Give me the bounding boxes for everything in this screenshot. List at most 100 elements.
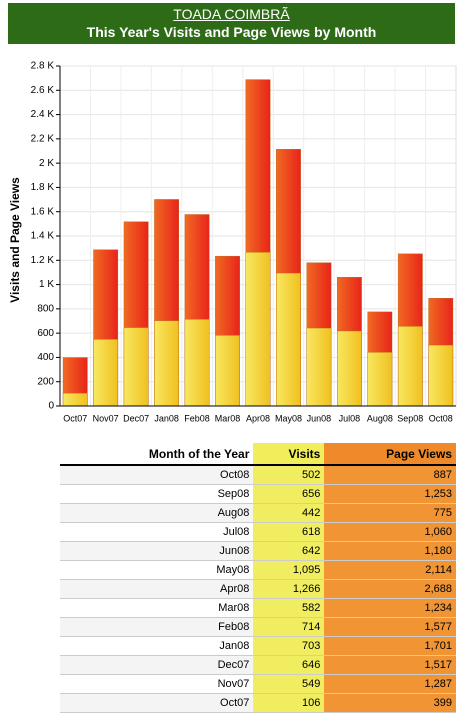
y-tick-label: 1.8 K [31, 182, 55, 193]
table-cell: 618 [253, 522, 325, 542]
x-tick-label: Dec07 [123, 413, 149, 423]
table-cell: 775 [324, 503, 456, 523]
table-cell: Dec07 [60, 655, 254, 675]
table-row: Oct07 106 399 [60, 693, 456, 713]
table-row: Jan08 703 1,701 [60, 636, 456, 656]
x-tick-label: Apr08 [246, 413, 270, 423]
table-cell: Aug08 [60, 503, 254, 523]
x-tick-label: Mar08 [215, 413, 241, 423]
x-tick-label: Feb08 [184, 413, 210, 423]
data-table: Month of the Year Visits Page Views Oct08 50… [60, 443, 456, 713]
y-tick-label: 1.6 K [31, 206, 55, 217]
x-tick-label: Sep08 [397, 413, 423, 423]
table-cell: Mar08 [60, 598, 254, 618]
table-cell: 2,114 [324, 560, 456, 580]
table-cell: 642 [253, 541, 325, 561]
table-cell: 106 [253, 693, 325, 713]
column-header: Visits [253, 443, 325, 466]
y-tick-label: 1.2 K [31, 255, 55, 266]
bar [276, 272, 301, 407]
table-cell: Jun08 [60, 541, 254, 561]
table-cell: 549 [253, 674, 325, 694]
table-cell: Nov07 [60, 674, 254, 694]
bar [245, 252, 271, 407]
table-cell: 1,287 [324, 674, 456, 694]
bar [306, 327, 332, 407]
table-cell: 1,577 [324, 617, 456, 637]
y-tick-label: 2 K [39, 158, 54, 169]
table-cell: 442 [253, 503, 325, 523]
y-tick-label: 2.6 K [31, 85, 55, 96]
table-row: Jul08 618 1,060 [60, 522, 456, 542]
table-cell: 2,688 [324, 579, 456, 599]
y-tick-label: 1.4 K [31, 231, 55, 242]
table-cell: 703 [253, 636, 325, 656]
bar [428, 344, 454, 407]
table-cell: 887 [324, 465, 456, 485]
table-cell: 1,266 [253, 579, 325, 599]
table-row: Oct08 502 887 [60, 465, 456, 485]
table-cell: 1,253 [324, 484, 456, 504]
table-cell: 502 [253, 465, 325, 485]
bar [215, 335, 240, 407]
table-cell: Sep08 [60, 484, 254, 504]
site-link[interactable]: TOADA COIMBRÃ [173, 6, 290, 22]
bar [154, 320, 180, 407]
y-tick-label: 2.4 K [31, 109, 55, 120]
table-cell: Jul08 [60, 522, 254, 542]
table-row: May08 1,095 2,114 [60, 560, 456, 580]
table-cell: Apr08 [60, 579, 254, 599]
table-cell: 714 [253, 617, 325, 637]
x-tick-label: Oct07 [63, 413, 87, 423]
table-cell: 1,234 [324, 598, 456, 618]
bar [62, 392, 88, 407]
table-cell: Oct07 [60, 693, 254, 713]
y-tick-label: 2.8 K [31, 61, 55, 72]
x-tick-label: Jun08 [307, 413, 332, 423]
table-cell: 1,095 [253, 560, 325, 580]
bar [337, 330, 362, 407]
column-header: Page Views [324, 443, 456, 466]
table-row: Apr08 1,266 2,688 [60, 579, 456, 599]
x-tick-label: Aug08 [367, 413, 393, 423]
x-tick-label: May08 [275, 413, 302, 423]
table-row: Dec07 646 1,517 [60, 655, 456, 675]
column-header: Month of the Year [60, 443, 254, 466]
table-row: Jun08 642 1,180 [60, 541, 456, 561]
table-cell: 1,060 [324, 522, 456, 542]
bar [93, 339, 119, 407]
y-tick-label: 200 [37, 376, 54, 387]
table-cell: Feb08 [60, 617, 254, 637]
table-cell: Oct08 [60, 465, 254, 485]
header: TOADA COIMBRÃ This Year's Visits and Pag… [8, 3, 455, 44]
table-cell: 1,180 [324, 541, 456, 561]
table-cell: May08 [60, 560, 254, 580]
table-row: Aug08 442 775 [60, 503, 456, 523]
x-tick-label: Jul08 [339, 413, 361, 423]
table-cell: Jan08 [60, 636, 254, 656]
y-tick-label: 0 [48, 401, 54, 412]
table-cell: 582 [253, 598, 325, 618]
x-tick-label: Oct08 [429, 413, 453, 423]
y-axis-label: Visits and Page Views [8, 177, 22, 303]
chart: Visits and Page Views 0 200 400 600 800 1 K 1.… [8, 61, 457, 423]
y-tick-label: 2.2 K [31, 133, 55, 144]
bar [123, 327, 149, 407]
bar [397, 326, 423, 407]
table-row: Nov07 549 1,287 [60, 674, 456, 694]
table-cell: 1,701 [324, 636, 456, 656]
bar [184, 319, 210, 407]
table-row: Mar08 582 1,234 [60, 598, 456, 618]
y-tick-label: 1 K [39, 279, 54, 290]
x-tick-label: Nov07 [93, 413, 119, 423]
y-tick-label: 800 [37, 303, 54, 314]
table-row: Sep08 656 1,253 [60, 484, 456, 504]
table-cell: 1,517 [324, 655, 456, 675]
table-row: Feb08 714 1,577 [60, 617, 456, 637]
y-tick-label: 600 [37, 328, 54, 339]
x-tick-label: Jan08 [154, 413, 179, 423]
table-cell: 399 [324, 693, 456, 713]
y-tick-label: 400 [37, 352, 54, 363]
bar [367, 352, 393, 407]
